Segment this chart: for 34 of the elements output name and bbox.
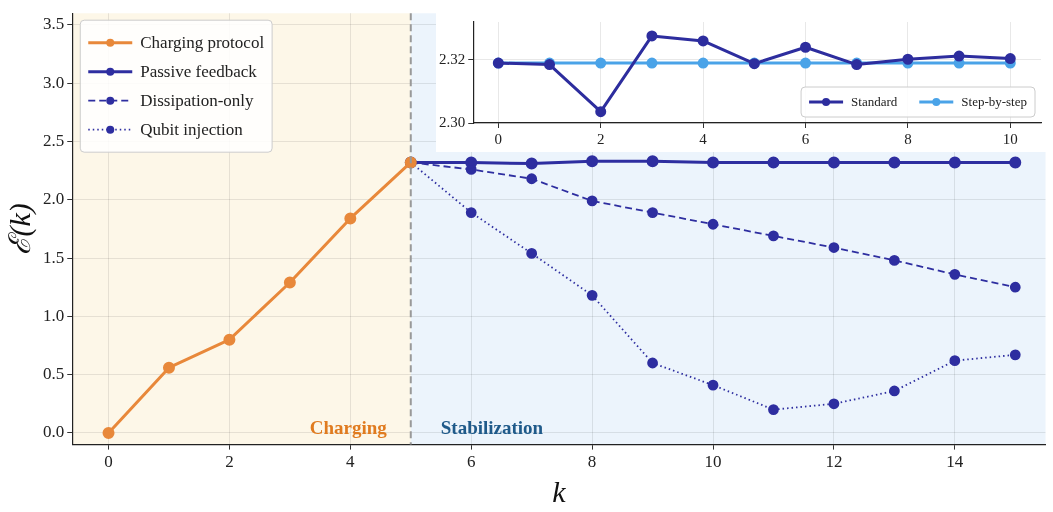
x-tick-label: 14 [946,452,964,472]
y-tick-label: 2.30 [439,113,466,130]
x-tick-label: 8 [904,130,912,147]
x-tick-label: 4 [699,130,708,147]
legend-label: Charging protocol [140,33,265,53]
y-tick-label: 2.5 [43,130,65,150]
band-label: Stabilization [440,416,544,438]
x-tick-label: 2 [225,452,234,472]
x-tick-label: 10 [704,452,722,472]
y-tick-label: 1.5 [43,247,65,267]
y-tick-label: 3.5 [43,14,65,34]
x-axis-title: k [552,474,567,508]
x-tick-label: 6 [466,452,476,472]
band-label: Charging [309,416,388,438]
legend-label: Step-by-step [961,94,1028,110]
legend-label: Qubit injection [140,120,244,140]
x-tick-label: 2 [596,130,605,147]
x-tick-label: 0 [494,130,503,147]
x-tick-label: 8 [587,452,597,472]
y-tick-label: 0.0 [43,422,65,442]
x-tick-label: 4 [346,452,356,472]
x-tick-label: 6 [801,130,810,147]
legend-label: Passive feedback [140,62,258,82]
y-tick-label: 2.0 [43,189,65,209]
x-tick-label: 0 [104,452,113,472]
y-tick-label: 1.0 [43,305,65,325]
y-axis-title: ℰ(k) [2,203,37,255]
x-tick-label: 12 [825,452,843,472]
legend-label: Standard [851,94,898,110]
y-tick-label: 3.0 [43,72,65,92]
legend-label: Dissipation-only [140,91,255,111]
y-tick-label: 2.32 [439,50,466,67]
y-tick-label: 0.5 [43,364,65,384]
x-tick-label: 10 [1002,130,1018,147]
